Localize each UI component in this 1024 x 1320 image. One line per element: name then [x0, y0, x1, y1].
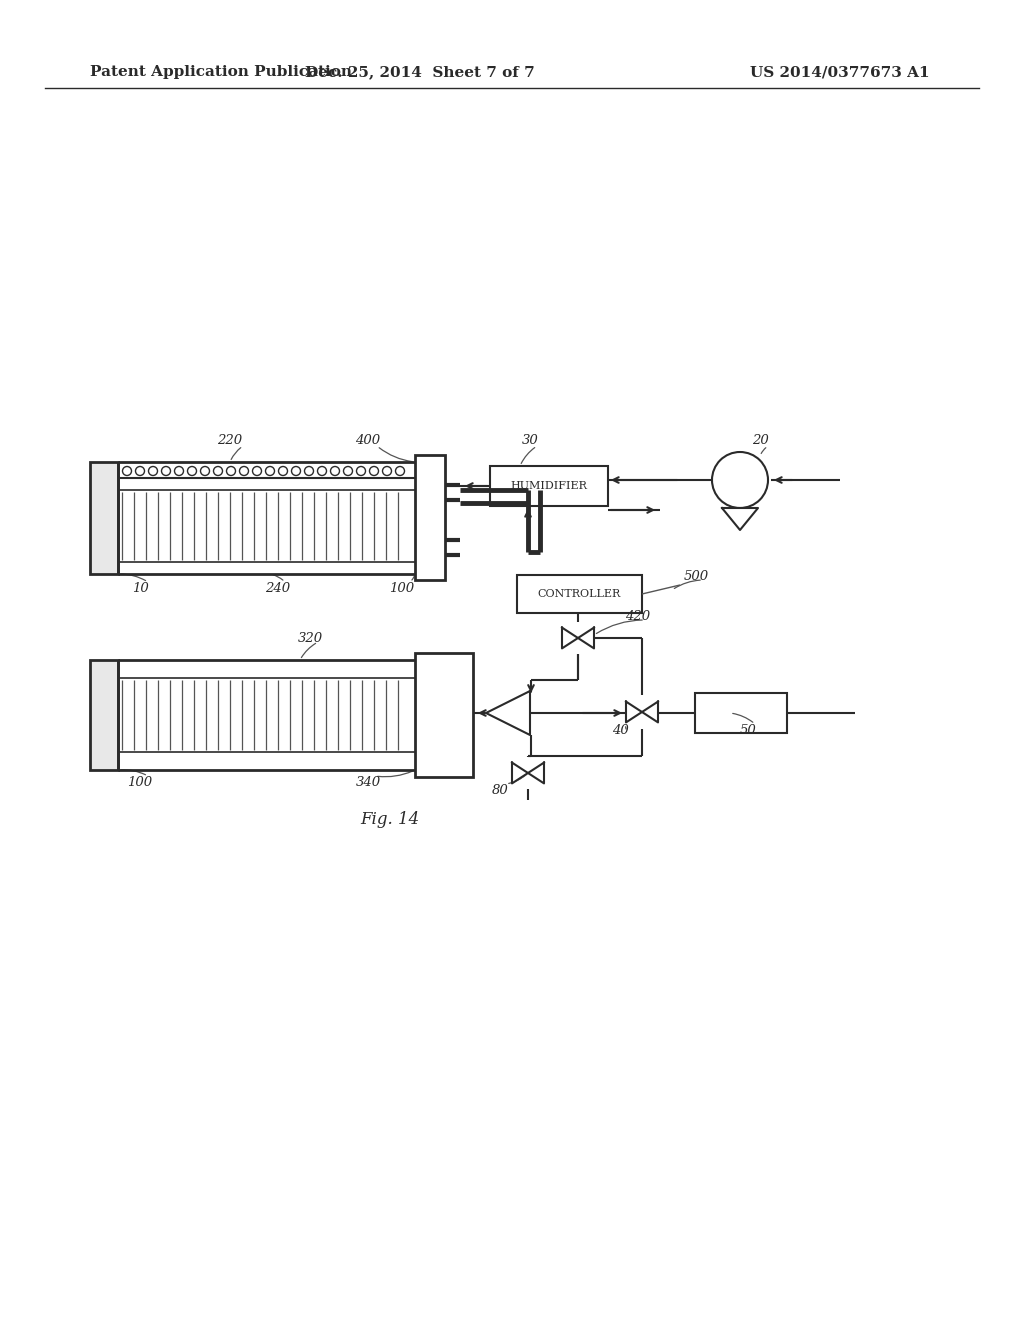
Text: 240: 240 [265, 582, 291, 594]
Polygon shape [486, 690, 530, 735]
Text: 340: 340 [355, 776, 381, 788]
Text: Patent Application Publication: Patent Application Publication [90, 65, 352, 79]
Polygon shape [512, 763, 528, 783]
Text: Fig. 14: Fig. 14 [360, 812, 420, 829]
Text: 500: 500 [683, 569, 709, 582]
Bar [490, 466, 608, 506]
Text: 100: 100 [127, 776, 153, 788]
Text: 20: 20 [752, 433, 768, 446]
Text: 220: 220 [217, 433, 243, 446]
Text: 10: 10 [132, 582, 148, 594]
Bar [90, 660, 118, 770]
Bar [415, 455, 445, 579]
Text: 420: 420 [626, 610, 650, 623]
Text: 50: 50 [739, 723, 757, 737]
Polygon shape [642, 702, 658, 722]
Bar [90, 462, 118, 574]
Bar [695, 693, 787, 733]
Polygon shape [722, 508, 758, 531]
Text: Dec. 25, 2014  Sheet 7 of 7: Dec. 25, 2014 Sheet 7 of 7 [305, 65, 535, 79]
Text: 30: 30 [521, 433, 539, 446]
Text: CONTROLLER: CONTROLLER [538, 589, 621, 599]
Polygon shape [578, 627, 594, 648]
Text: 320: 320 [297, 631, 323, 644]
Polygon shape [528, 763, 544, 783]
Polygon shape [626, 702, 642, 722]
Bar [415, 653, 473, 777]
Text: 400: 400 [355, 433, 381, 446]
Text: 80: 80 [492, 784, 508, 796]
Text: 40: 40 [611, 723, 629, 737]
Text: 100: 100 [389, 582, 415, 594]
Text: HUMIDIFIER: HUMIDIFIER [511, 480, 588, 491]
Text: US 2014/0377673 A1: US 2014/0377673 A1 [750, 65, 930, 79]
Bar [517, 576, 642, 612]
Polygon shape [562, 627, 578, 648]
